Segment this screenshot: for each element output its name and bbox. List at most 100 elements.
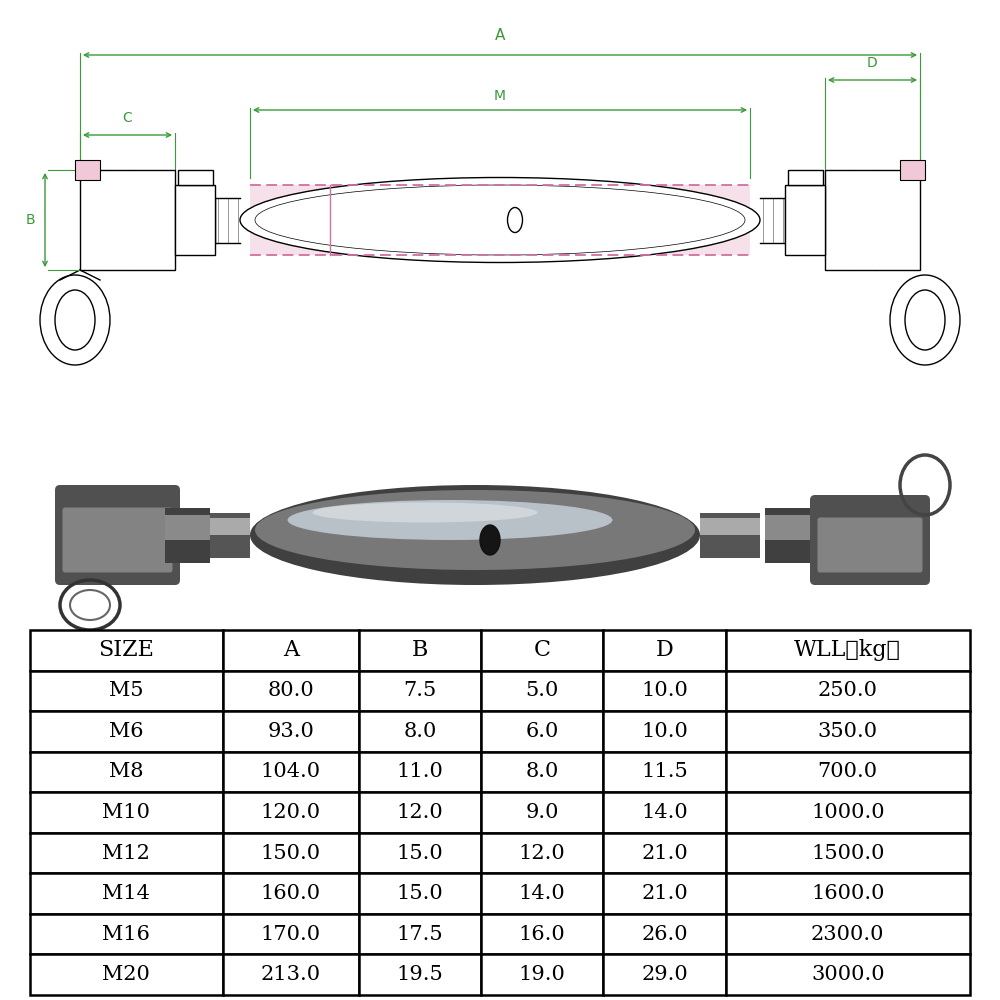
- Text: D: D: [867, 56, 878, 70]
- Ellipse shape: [312, 502, 538, 522]
- Text: D: D: [656, 639, 673, 661]
- Text: M8: M8: [109, 762, 144, 781]
- Ellipse shape: [255, 490, 695, 570]
- Text: 17.5: 17.5: [397, 925, 443, 944]
- Text: 10.0: 10.0: [641, 722, 688, 741]
- Text: 213.0: 213.0: [261, 965, 321, 984]
- Text: C: C: [534, 639, 551, 661]
- Bar: [359, 873, 481, 914]
- FancyBboxPatch shape: [818, 518, 922, 572]
- Text: 21.0: 21.0: [641, 844, 688, 863]
- Text: 170.0: 170.0: [261, 925, 321, 944]
- Bar: [30, 630, 223, 671]
- Text: 15.0: 15.0: [397, 884, 443, 903]
- Text: 21.0: 21.0: [641, 884, 688, 903]
- Text: SIZE: SIZE: [98, 639, 154, 661]
- FancyBboxPatch shape: [55, 485, 180, 585]
- FancyBboxPatch shape: [810, 495, 930, 585]
- Text: 1500.0: 1500.0: [811, 844, 885, 863]
- Bar: [30, 914, 223, 954]
- Bar: [359, 833, 481, 873]
- Bar: [223, 752, 359, 792]
- Text: WLL（kg）: WLL（kg）: [794, 639, 901, 661]
- Bar: [359, 752, 481, 792]
- Bar: [700, 512, 760, 558]
- Bar: [603, 711, 726, 752]
- Ellipse shape: [240, 178, 760, 262]
- Bar: [75, 160, 100, 180]
- Text: 10.0: 10.0: [641, 681, 688, 700]
- Text: M14: M14: [102, 884, 150, 903]
- Text: B: B: [412, 639, 428, 661]
- Bar: [726, 671, 970, 711]
- Bar: [80, 170, 175, 270]
- Bar: [481, 671, 603, 711]
- Text: B: B: [25, 213, 35, 227]
- Bar: [223, 671, 359, 711]
- Bar: [726, 833, 970, 873]
- Text: 11.0: 11.0: [397, 762, 444, 781]
- Bar: [165, 515, 210, 540]
- Text: 150.0: 150.0: [261, 844, 321, 863]
- Bar: [726, 873, 970, 914]
- Bar: [223, 833, 359, 873]
- Bar: [726, 914, 970, 954]
- Text: 16.0: 16.0: [519, 925, 566, 944]
- Bar: [603, 752, 726, 792]
- Bar: [785, 185, 825, 255]
- Text: M5: M5: [109, 681, 144, 700]
- Text: 3000.0: 3000.0: [811, 965, 885, 984]
- Text: 93.0: 93.0: [267, 722, 314, 741]
- Bar: [481, 833, 603, 873]
- Text: C: C: [123, 111, 132, 125]
- FancyBboxPatch shape: [62, 508, 173, 572]
- Bar: [175, 185, 215, 255]
- Bar: [481, 914, 603, 954]
- Bar: [481, 711, 603, 752]
- Text: 26.0: 26.0: [641, 925, 688, 944]
- Text: M16: M16: [102, 925, 150, 944]
- Text: M12: M12: [102, 844, 150, 863]
- Bar: [200, 518, 250, 535]
- Bar: [765, 508, 810, 562]
- Bar: [603, 671, 726, 711]
- Bar: [603, 914, 726, 954]
- Bar: [603, 954, 726, 995]
- Bar: [223, 711, 359, 752]
- Bar: [603, 630, 726, 671]
- Bar: [825, 170, 920, 270]
- Bar: [223, 914, 359, 954]
- Bar: [603, 833, 726, 873]
- Bar: [603, 792, 726, 833]
- Text: 15.0: 15.0: [397, 844, 443, 863]
- Text: 80.0: 80.0: [267, 681, 314, 700]
- Bar: [481, 873, 603, 914]
- Ellipse shape: [480, 525, 500, 555]
- Bar: [700, 518, 760, 535]
- Text: 1600.0: 1600.0: [811, 884, 885, 903]
- Text: 14.0: 14.0: [641, 803, 688, 822]
- Ellipse shape: [250, 485, 700, 585]
- Bar: [359, 792, 481, 833]
- Text: 700.0: 700.0: [818, 762, 878, 781]
- Text: 12.0: 12.0: [397, 803, 443, 822]
- Bar: [726, 954, 970, 995]
- Text: M: M: [494, 89, 506, 103]
- Bar: [30, 792, 223, 833]
- Text: 104.0: 104.0: [261, 762, 321, 781]
- Text: 1000.0: 1000.0: [811, 803, 885, 822]
- Text: 11.5: 11.5: [641, 762, 688, 781]
- Bar: [481, 792, 603, 833]
- Text: 14.0: 14.0: [519, 884, 566, 903]
- Text: 12.0: 12.0: [519, 844, 566, 863]
- Ellipse shape: [508, 208, 522, 232]
- Bar: [726, 752, 970, 792]
- Text: 19.5: 19.5: [397, 965, 443, 984]
- Bar: [603, 873, 726, 914]
- Bar: [900, 160, 925, 180]
- Text: A: A: [283, 639, 299, 661]
- Bar: [481, 752, 603, 792]
- Bar: [30, 752, 223, 792]
- Text: 29.0: 29.0: [641, 965, 688, 984]
- Text: 5.0: 5.0: [526, 681, 559, 700]
